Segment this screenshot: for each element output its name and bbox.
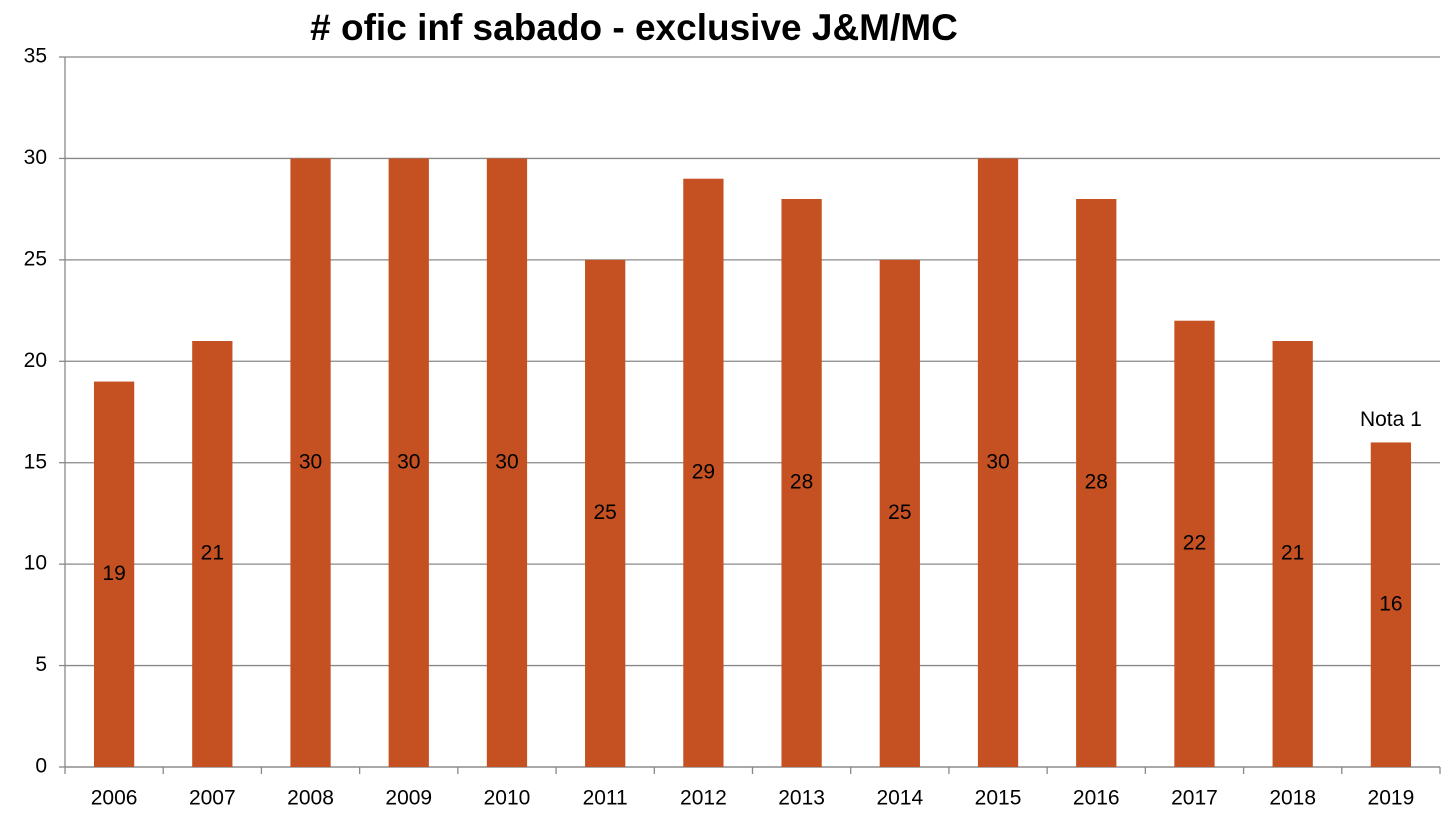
bar — [486, 158, 528, 767]
data-label: 19 — [102, 562, 125, 585]
data-label: 28 — [790, 471, 813, 494]
x-tick-label: 2018 — [1269, 787, 1316, 810]
data-label: 30 — [495, 450, 518, 473]
bar — [1272, 341, 1313, 767]
y-tick-label: 30 — [24, 146, 47, 169]
x-tick-label: 2019 — [1368, 787, 1415, 810]
x-tick-label: 2016 — [1073, 787, 1120, 810]
x-tick-label: 2015 — [975, 787, 1022, 810]
x-tick-label: 2012 — [680, 787, 727, 810]
data-label: 28 — [1085, 471, 1108, 494]
y-tick-label: 35 — [24, 45, 47, 68]
data-label: 30 — [299, 450, 322, 473]
x-tick-label: 2009 — [385, 787, 432, 810]
bar — [1370, 442, 1412, 767]
x-tick-label: 2008 — [287, 787, 334, 810]
bar — [1076, 199, 1117, 767]
data-label: 30 — [397, 450, 420, 473]
bar — [93, 381, 135, 767]
bar — [585, 259, 626, 767]
y-tick-label: 20 — [24, 349, 47, 372]
bar — [683, 178, 724, 767]
data-label: 25 — [593, 501, 616, 524]
data-label: 29 — [692, 460, 715, 483]
y-tick-label: 5 — [35, 653, 47, 676]
bar — [290, 158, 331, 767]
y-tick-label: 10 — [24, 552, 47, 575]
data-label: 30 — [986, 450, 1009, 473]
data-label: 16 — [1379, 592, 1402, 615]
x-tick-label: 2014 — [876, 787, 923, 810]
x-tick-label: 2006 — [91, 787, 138, 810]
x-tick-label: 2017 — [1171, 787, 1218, 810]
x-tick-label: 2011 — [583, 787, 628, 810]
x-tick-label: 2013 — [778, 787, 825, 810]
bar — [977, 158, 1019, 767]
y-tick-label: 25 — [24, 247, 47, 270]
bar — [388, 158, 429, 767]
bar — [1174, 320, 1215, 767]
data-label: 25 — [888, 501, 911, 524]
x-tick-label: 2007 — [189, 787, 236, 810]
data-label: 22 — [1183, 531, 1206, 554]
y-tick-label: 0 — [35, 755, 47, 778]
chart-title: # ofic inf sabado - exclusive J&M/MC — [310, 7, 958, 48]
y-tick-label: 15 — [24, 450, 47, 473]
bar — [879, 259, 920, 767]
bar — [781, 199, 822, 767]
x-tick-label: 2010 — [484, 787, 531, 810]
bar — [192, 341, 233, 767]
annotation: Nota 1 — [1360, 408, 1422, 431]
data-label: 21 — [201, 542, 224, 565]
data-label: 21 — [1281, 542, 1304, 565]
